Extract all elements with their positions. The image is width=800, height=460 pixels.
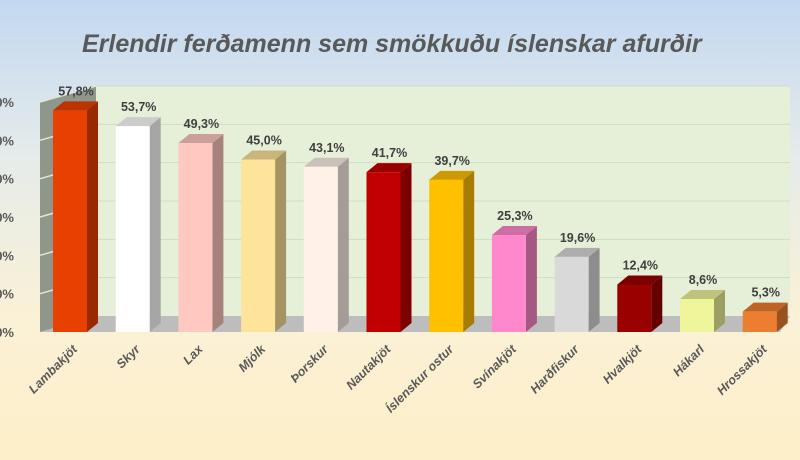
data-label: 39,7% bbox=[434, 154, 469, 168]
data-label: 41,7% bbox=[372, 146, 407, 160]
bar-top bbox=[53, 101, 98, 111]
bar-top bbox=[366, 163, 412, 173]
y-tick-label: 60% bbox=[0, 95, 14, 110]
bar-1 bbox=[53, 101, 98, 332]
bar-10 bbox=[617, 275, 663, 332]
bar-11 bbox=[680, 290, 725, 332]
data-label: 45,0% bbox=[246, 134, 281, 148]
data-label: 57,8% bbox=[58, 84, 93, 98]
bar-front bbox=[178, 143, 213, 332]
bar-side bbox=[275, 150, 287, 332]
bar-side bbox=[212, 134, 224, 332]
bar-7 bbox=[429, 170, 475, 332]
data-label: 19,6% bbox=[560, 231, 595, 245]
x-tick-label: Lax bbox=[180, 341, 206, 367]
x-tick-label: Hvalkjöt bbox=[600, 342, 645, 387]
data-label: 8,6% bbox=[689, 273, 718, 287]
bar-top bbox=[680, 290, 725, 300]
data-label: 43,1% bbox=[309, 141, 344, 155]
x-tick-label: Svínakjöt bbox=[470, 342, 520, 392]
bar-top bbox=[554, 247, 600, 257]
x-tick-label: Hákarl bbox=[670, 342, 707, 379]
bar-top bbox=[491, 226, 537, 236]
bar-front bbox=[742, 311, 777, 332]
bar-front bbox=[491, 235, 526, 332]
bar-side bbox=[149, 117, 161, 333]
x-tick-label: Íslenskur ostur bbox=[382, 341, 457, 416]
gridline-side bbox=[39, 85, 97, 103]
bar-side bbox=[463, 170, 475, 332]
data-label: 53,7% bbox=[121, 100, 156, 114]
bar-top bbox=[178, 134, 224, 144]
bar-side bbox=[400, 163, 412, 332]
floor bbox=[40, 316, 790, 332]
bar-front bbox=[680, 299, 714, 332]
x-tick-label: Þorskur bbox=[288, 341, 332, 385]
bar-8 bbox=[491, 226, 537, 332]
bar-side bbox=[525, 226, 537, 332]
chart-title: Erlendir ferðamenn sem smökkuðu íslenska… bbox=[82, 30, 703, 58]
bar-top bbox=[429, 170, 475, 180]
data-label: 25,3% bbox=[497, 209, 532, 223]
bar-front bbox=[554, 256, 589, 332]
bar-top bbox=[742, 302, 788, 312]
bar-9 bbox=[554, 247, 600, 332]
bar-5 bbox=[303, 157, 349, 332]
bar-side bbox=[651, 275, 663, 332]
x-tick-label: Harðfiskur bbox=[528, 341, 583, 396]
data-label: 5,3% bbox=[751, 286, 780, 300]
bar-front bbox=[241, 159, 276, 332]
x-tick-label: Skyr bbox=[114, 341, 144, 371]
x-tick-label: Hrossakjöt bbox=[714, 342, 770, 398]
data-label: 12,4% bbox=[623, 258, 658, 272]
y-tick-label: 10% bbox=[0, 287, 14, 302]
bar-top bbox=[115, 117, 161, 127]
bar-front bbox=[429, 179, 464, 332]
bar-top bbox=[617, 275, 663, 285]
bar-front bbox=[617, 284, 652, 332]
bar-front bbox=[115, 126, 150, 333]
y-tick-label: 50% bbox=[0, 133, 14, 148]
bar-front bbox=[53, 110, 87, 332]
x-tick-label: Mjólk bbox=[236, 341, 269, 374]
bar-top bbox=[303, 157, 349, 167]
y-tick-label: 40% bbox=[0, 172, 14, 187]
bar-front bbox=[303, 166, 338, 332]
bar-side bbox=[588, 247, 600, 332]
data-label: 49,3% bbox=[184, 117, 219, 131]
bar-6 bbox=[366, 163, 412, 332]
bar-top bbox=[241, 150, 287, 160]
bar-4 bbox=[241, 150, 287, 332]
bar-front bbox=[366, 172, 401, 332]
bar-side bbox=[337, 157, 349, 332]
bar-2 bbox=[115, 117, 161, 333]
bar-12 bbox=[742, 302, 788, 332]
y-tick-label: 0% bbox=[0, 325, 14, 340]
y-tick-label: 30% bbox=[0, 210, 14, 225]
bar-side bbox=[776, 302, 788, 332]
bar-side bbox=[714, 290, 725, 332]
bar-side bbox=[87, 101, 98, 332]
y-tick-label: 20% bbox=[0, 248, 14, 263]
x-tick-label: Nautakjöt bbox=[343, 342, 394, 393]
bar-3 bbox=[178, 134, 224, 332]
x-tick-label: Lambakjöt bbox=[26, 342, 81, 397]
